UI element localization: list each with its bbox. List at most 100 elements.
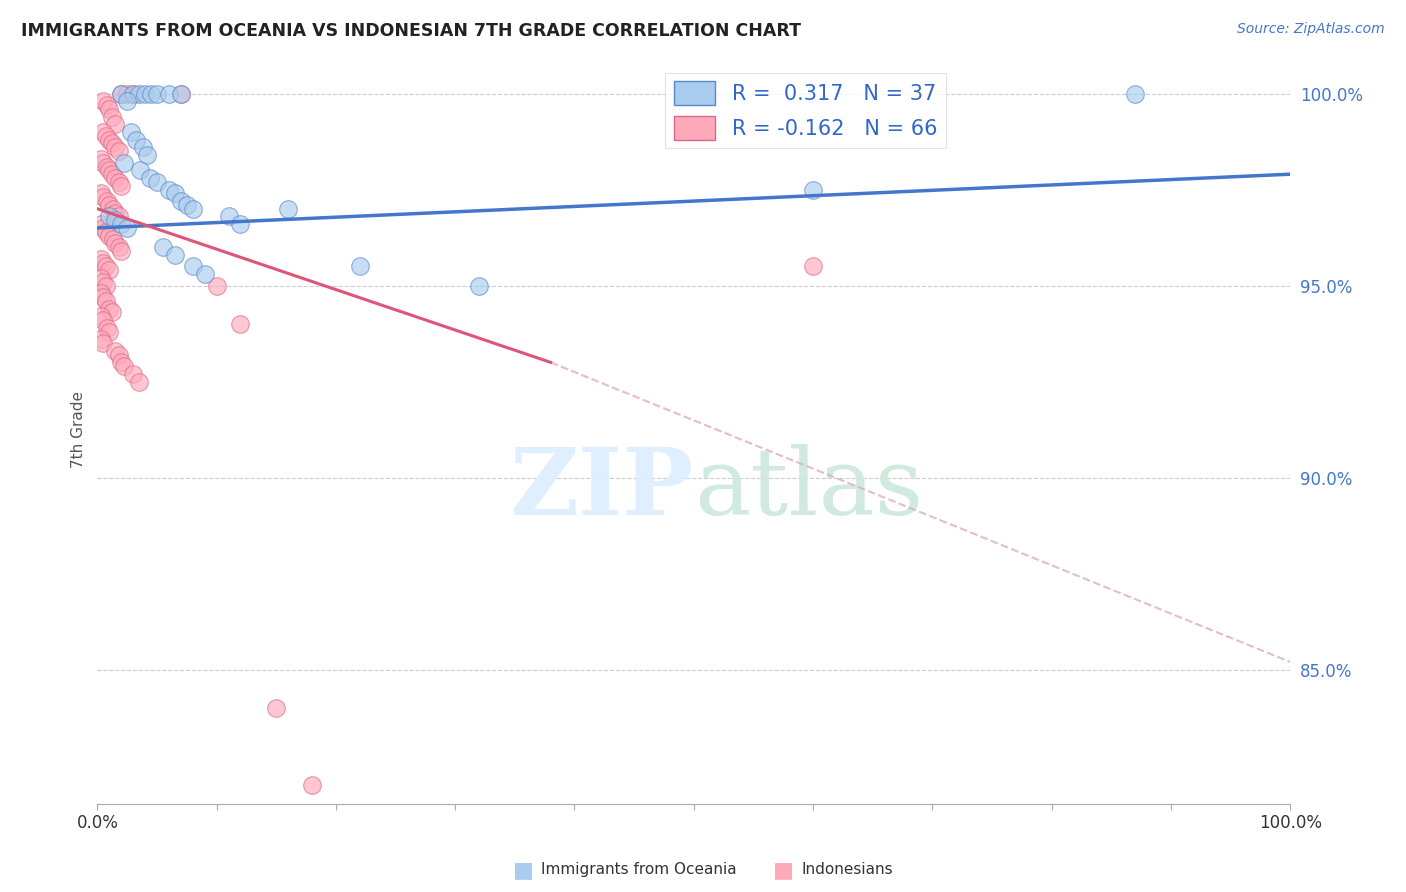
Point bbox=[163, 186, 186, 201]
Point bbox=[104, 343, 127, 358]
Text: Indonesians: Indonesians bbox=[801, 863, 893, 877]
Point bbox=[98, 133, 121, 147]
Point bbox=[91, 94, 114, 108]
Point bbox=[98, 163, 121, 178]
Point bbox=[90, 310, 112, 324]
Point bbox=[91, 125, 114, 139]
Point bbox=[801, 182, 824, 196]
Point bbox=[96, 194, 118, 208]
Point bbox=[91, 155, 114, 169]
Point bbox=[100, 305, 122, 319]
Point bbox=[90, 286, 112, 301]
Text: ■: ■ bbox=[773, 860, 794, 880]
Point bbox=[801, 260, 824, 274]
Text: Source: ZipAtlas.com: Source: ZipAtlas.com bbox=[1237, 22, 1385, 37]
Point bbox=[122, 87, 145, 101]
Point bbox=[170, 194, 193, 208]
Point bbox=[139, 87, 162, 101]
Point bbox=[129, 163, 152, 178]
Point bbox=[218, 210, 240, 224]
Point bbox=[112, 359, 135, 374]
Point bbox=[134, 87, 156, 101]
Point bbox=[98, 228, 121, 243]
Point bbox=[170, 87, 193, 101]
Point bbox=[91, 221, 114, 235]
Point bbox=[104, 213, 127, 227]
Point bbox=[90, 152, 112, 166]
Text: ■: ■ bbox=[513, 860, 534, 880]
Point bbox=[110, 87, 132, 101]
Point bbox=[205, 278, 228, 293]
Point bbox=[264, 701, 287, 715]
Point bbox=[112, 155, 135, 169]
Point bbox=[96, 98, 118, 112]
Point bbox=[91, 336, 114, 351]
Point bbox=[128, 375, 150, 389]
Point bbox=[157, 87, 180, 101]
Point bbox=[98, 198, 121, 212]
Point bbox=[101, 202, 124, 216]
Text: atlas: atlas bbox=[693, 444, 922, 534]
Point bbox=[229, 317, 252, 331]
Point bbox=[110, 87, 132, 101]
Point bbox=[277, 202, 299, 216]
Point bbox=[122, 87, 145, 101]
Point bbox=[96, 320, 118, 334]
Point bbox=[229, 217, 252, 231]
Point bbox=[98, 102, 121, 116]
Point bbox=[115, 94, 138, 108]
Point bbox=[176, 198, 198, 212]
Point bbox=[146, 87, 169, 101]
Point bbox=[136, 148, 159, 162]
Point bbox=[101, 232, 124, 246]
Point bbox=[104, 236, 127, 251]
Text: ZIP: ZIP bbox=[509, 444, 693, 534]
Point bbox=[181, 202, 204, 216]
Point bbox=[94, 293, 117, 308]
Point bbox=[110, 217, 132, 231]
Point bbox=[1123, 87, 1146, 101]
Point bbox=[90, 271, 112, 285]
Point bbox=[91, 190, 114, 204]
Point bbox=[120, 125, 142, 139]
Point bbox=[94, 278, 117, 293]
Point bbox=[181, 260, 204, 274]
Point bbox=[128, 87, 150, 101]
Point bbox=[468, 278, 491, 293]
Point bbox=[96, 160, 118, 174]
Point bbox=[157, 182, 180, 196]
Point bbox=[108, 240, 131, 254]
Point bbox=[104, 205, 127, 219]
Point bbox=[100, 110, 122, 124]
Point bbox=[104, 117, 127, 131]
Point bbox=[139, 171, 162, 186]
Point bbox=[94, 225, 117, 239]
Point bbox=[98, 301, 121, 316]
Point bbox=[110, 244, 132, 258]
Point bbox=[163, 248, 186, 262]
Point bbox=[100, 136, 122, 151]
Point bbox=[170, 87, 193, 101]
Point bbox=[108, 175, 131, 189]
Point bbox=[90, 186, 112, 201]
Point bbox=[90, 252, 112, 266]
Point bbox=[108, 144, 131, 158]
Legend: R =  0.317   N = 37, R = -0.162   N = 66: R = 0.317 N = 37, R = -0.162 N = 66 bbox=[665, 73, 946, 148]
Point bbox=[90, 217, 112, 231]
Y-axis label: 7th Grade: 7th Grade bbox=[72, 391, 86, 468]
Point bbox=[94, 260, 117, 274]
Point bbox=[91, 313, 114, 327]
Point bbox=[94, 128, 117, 143]
Point bbox=[110, 178, 132, 193]
Point bbox=[104, 171, 127, 186]
Point bbox=[194, 267, 217, 281]
Point bbox=[301, 778, 323, 792]
Point bbox=[122, 367, 145, 381]
Point bbox=[100, 167, 122, 181]
Text: Immigrants from Oceania: Immigrants from Oceania bbox=[541, 863, 737, 877]
Point bbox=[98, 263, 121, 277]
Point bbox=[104, 140, 127, 154]
Point bbox=[91, 275, 114, 289]
Point bbox=[108, 210, 131, 224]
Point bbox=[91, 255, 114, 269]
